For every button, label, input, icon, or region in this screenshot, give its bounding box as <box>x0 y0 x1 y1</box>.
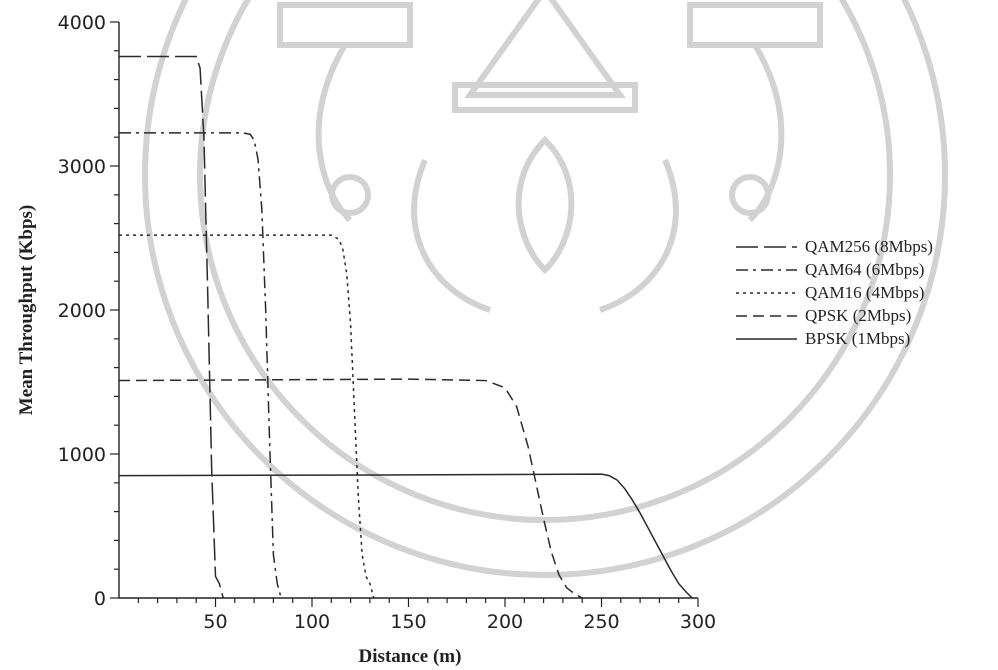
x-tick-label: 300 <box>680 611 716 633</box>
series-line-qpsk-2mbps <box>118 378 583 599</box>
x-tick-label: 200 <box>487 611 523 633</box>
legend-label-qam16-4mbps: QAM16 (4Mbps) <box>805 283 924 302</box>
series-line-bpsk-1mbps <box>118 473 693 599</box>
plot-lines <box>118 55 693 599</box>
x-tick-label: 50 <box>203 611 227 633</box>
legend: QAM256 (8Mbps) QAM64 (6Mbps) QAM16 (4Mbps)… <box>736 237 933 348</box>
series-line-qam256-8mbps <box>119 55 224 599</box>
series-line-qam16-4mbps <box>119 234 375 599</box>
y-tick-label: 1000 <box>58 444 106 466</box>
y-tick-label: 4000 <box>58 12 106 34</box>
x-axis-label: Distance (m) <box>359 646 462 667</box>
y-tick-label: 3000 <box>58 156 106 178</box>
y-axis-ticks: 0 1000 2000 3000 4000 <box>58 12 119 610</box>
legend-label-qpsk-2mbps: QPSK (2Mbps) <box>805 306 911 325</box>
university-seal-watermark <box>142 0 948 578</box>
x-axis-ticks: 50 100 150 200 250 300 <box>137 598 716 633</box>
legend-label-qam64-6mbps: QAM64 (6Mbps) <box>805 260 924 279</box>
y-tick-label: 0 <box>94 588 106 610</box>
legend-label-bpsk-1mbps: BPSK (1Mbps) <box>805 329 910 348</box>
x-tick-label: 150 <box>390 611 426 633</box>
y-tick-label: 2000 <box>58 300 106 322</box>
x-tick-label: 100 <box>294 611 330 633</box>
y-axis-label: Mean Throughput (Kbps) <box>16 205 37 415</box>
series-line-qam64-6mbps <box>119 132 282 599</box>
x-tick-label: 250 <box>583 611 619 633</box>
legend-label-qam256-8mbps: QAM256 (8Mbps) <box>805 237 933 256</box>
